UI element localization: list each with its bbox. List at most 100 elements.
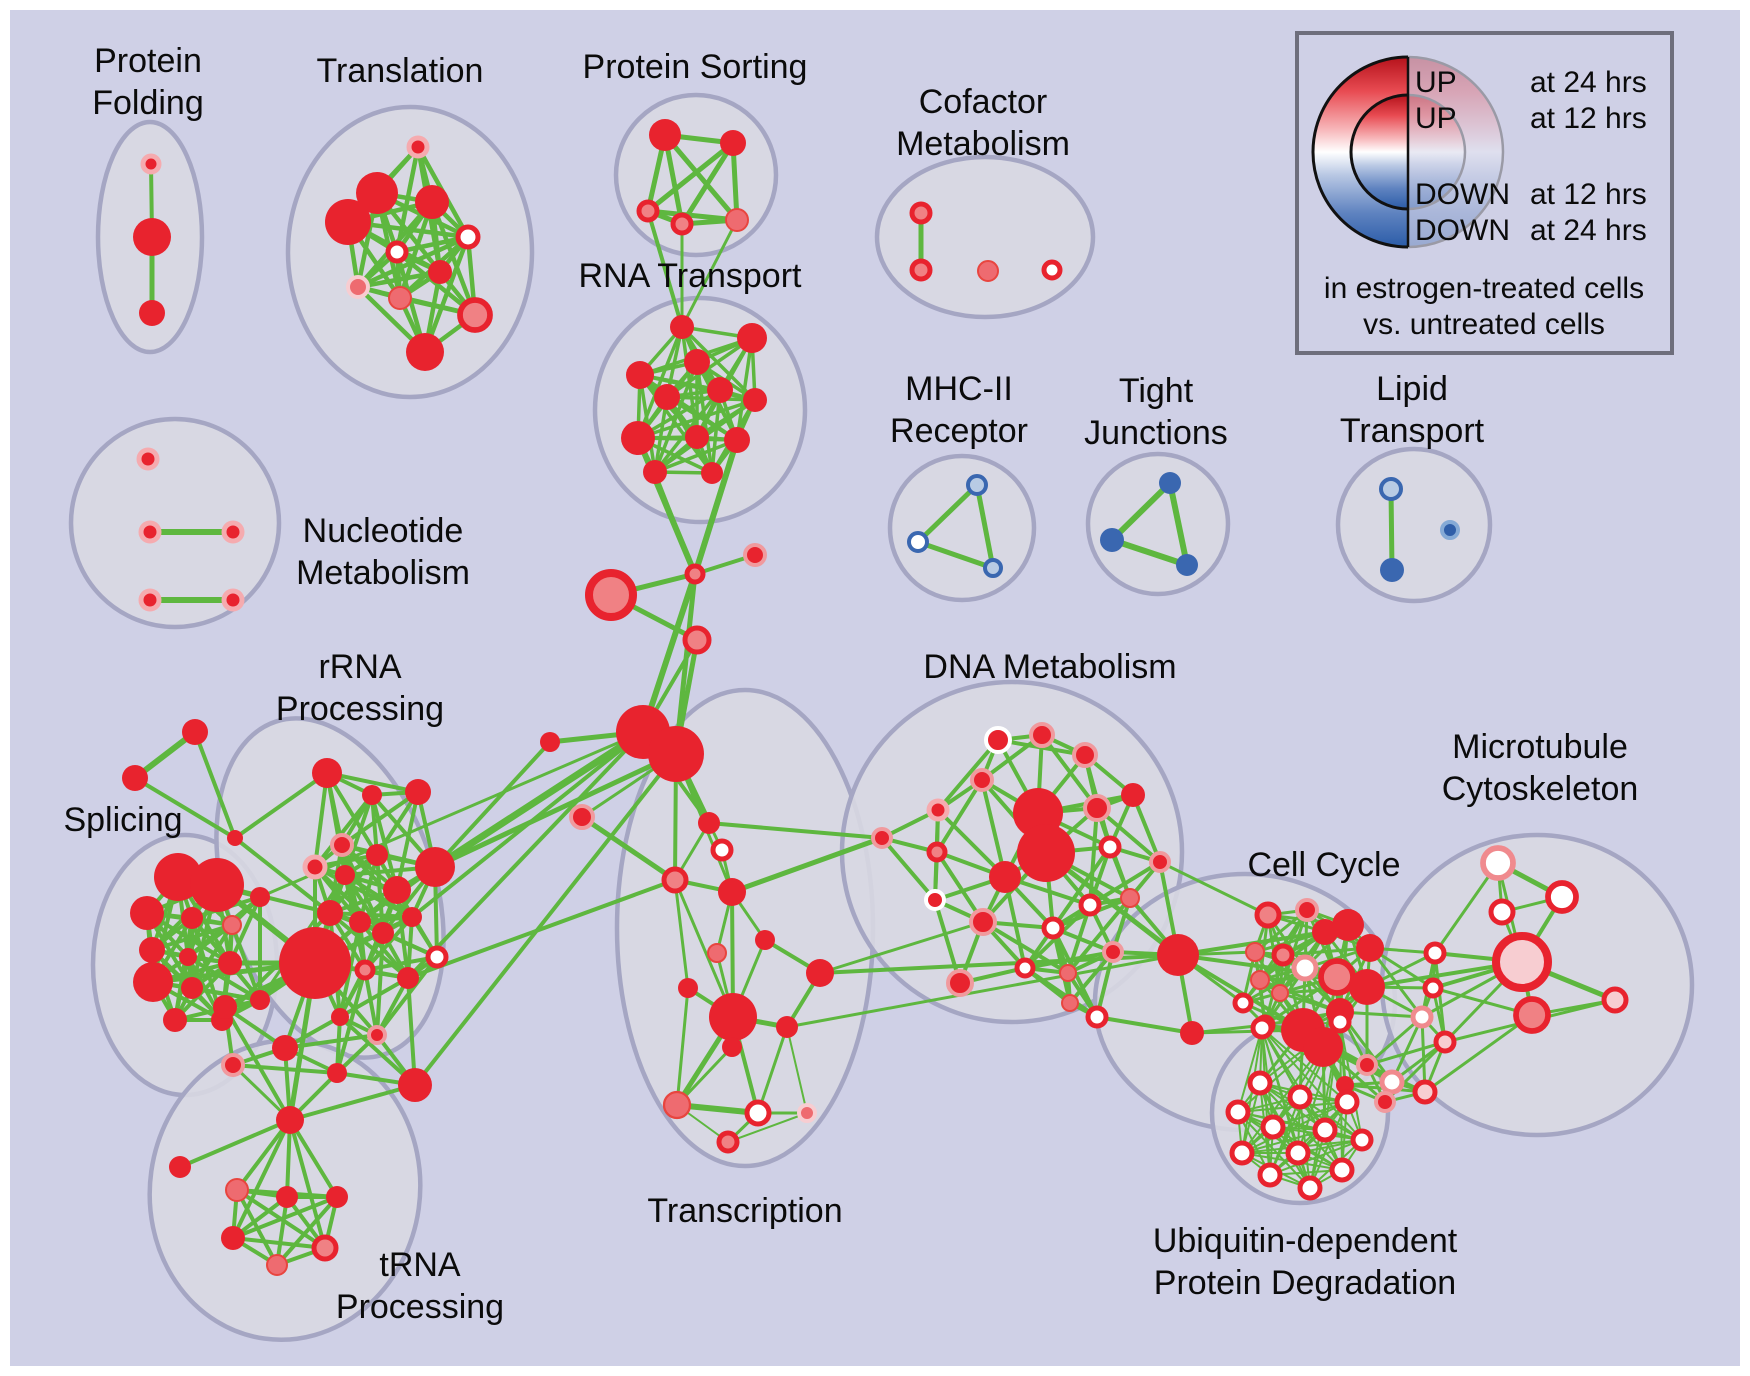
network-node-nm2	[138, 520, 162, 544]
network-node-tj3	[1176, 554, 1198, 576]
cluster-label-rna-transport: RNA Transport	[579, 257, 803, 295]
network-edge	[645, 208, 740, 223]
cluster-label-ubiquitin-degradation: Ubiquitin-dependent	[1153, 1222, 1458, 1260]
network-node-ub10	[1229, 1140, 1255, 1166]
legend-up-24-dir: UP	[1415, 66, 1457, 99]
network-node-tx12	[662, 1090, 692, 1120]
network-edge	[665, 336, 754, 399]
network-edge	[338, 976, 410, 1019]
legend-up-24-time: at 24 hrs	[1530, 66, 1647, 99]
network-node-tri1	[182, 719, 208, 745]
network-node-dna10	[989, 861, 1021, 893]
network-edge	[785, 953, 1180, 1029]
cluster-label-rrna-processing: Processing	[276, 690, 444, 728]
network-node-sp12	[163, 1008, 187, 1032]
network-edge	[1095, 1015, 1194, 1035]
network-node-cc1	[1254, 901, 1282, 929]
cluster-label-lipid-transport: Lipid	[1376, 370, 1448, 408]
network-node-rr18	[213, 995, 237, 1019]
network-edge	[680, 218, 739, 329]
network-node-mt2	[1545, 880, 1579, 914]
network-node-ub4	[1287, 1084, 1313, 1110]
network-node-tx9	[709, 993, 757, 1041]
cluster-label-mhc-ii-receptor: MHC-II	[905, 370, 1013, 408]
network-edge	[933, 898, 962, 985]
legend: UP at 24 hrs UP at 12 hrs DOWN at 12 hrs…	[1295, 31, 1674, 355]
network-node-pf2	[133, 218, 171, 256]
network-edge	[275, 1195, 289, 1267]
network-edge	[363, 968, 379, 1037]
network-node-ub8	[1312, 1117, 1338, 1143]
cluster-label-protein-sorting: Protein Sorting	[583, 48, 808, 86]
network-node-cc5	[1356, 934, 1384, 962]
network-edge	[1051, 845, 1112, 930]
network-node-cc8	[1291, 954, 1319, 982]
network-edge	[355, 234, 471, 290]
network-edge	[1261, 1027, 1348, 1103]
network-node-cc26	[1412, 1079, 1438, 1105]
network-node-rr9	[415, 847, 455, 887]
network-edge	[980, 778, 1007, 879]
network-edge	[413, 752, 678, 1087]
network-node-rr25	[367, 1025, 387, 1045]
cluster-label-mhc-ii-receptor: Receptor	[890, 412, 1028, 450]
network-node-rr21	[327, 1063, 347, 1083]
network-node-nm4	[138, 588, 162, 612]
network-edge	[406, 878, 677, 980]
network-node-ub12	[1257, 1162, 1283, 1188]
network-node-pf1	[140, 153, 162, 175]
network-node-rt7	[743, 388, 767, 412]
network-edge	[410, 730, 645, 919]
network-edge	[133, 776, 237, 840]
cluster-ellipse-cofactor-metabolism	[874, 154, 1096, 320]
network-node-rt4	[626, 361, 654, 389]
network-edge	[935, 778, 984, 854]
cluster-label-trna-processing: Processing	[336, 1288, 504, 1326]
network-node-hubL	[540, 732, 560, 752]
network-edge	[406, 976, 417, 1087]
network-node-rr19	[221, 1053, 245, 1077]
network-edge	[313, 771, 329, 869]
network-node-rr13	[402, 907, 422, 927]
legend-down-24-dir: DOWN	[1415, 214, 1510, 247]
network-node-tl1	[406, 135, 430, 159]
network-node-ub6	[1225, 1099, 1251, 1125]
network-edge	[1365, 1015, 1424, 1067]
network-node-ps1	[649, 119, 681, 151]
network-node-rr11	[349, 911, 371, 933]
network-node-cc23	[1410, 1005, 1434, 1029]
network-edge	[235, 1118, 292, 1192]
network-node-rt10	[724, 427, 750, 453]
cluster-label-microtubule-cytoskeleton: Cytoskeleton	[1442, 770, 1639, 808]
network-node-tx1	[698, 812, 720, 834]
legend-down-12-time: at 12 hrs	[1530, 178, 1647, 211]
network-node-rt1	[670, 315, 694, 339]
network-node-tx8	[806, 959, 834, 987]
network-node-tn5	[326, 1186, 348, 1208]
network-nodes-layer	[122, 119, 1629, 1276]
network-node-tn8	[266, 1254, 288, 1276]
network-edge	[915, 482, 980, 545]
network-node-dna12	[926, 841, 948, 863]
network-edge	[231, 1236, 327, 1250]
network-edge	[653, 438, 739, 474]
cluster-label-rrna-processing: rRNA	[318, 648, 401, 686]
network-node-tl11	[406, 333, 444, 371]
network-node-dna19	[1041, 916, 1065, 940]
network-edge	[395, 790, 420, 892]
network-node-dna17	[1078, 893, 1102, 917]
network-node-tj1	[1159, 472, 1181, 494]
network-edge	[818, 920, 985, 975]
network-node-tn1	[276, 1106, 304, 1134]
network-edge	[328, 911, 410, 980]
network-edge	[673, 878, 735, 1019]
network-node-rt8	[621, 421, 655, 455]
network-edge	[675, 986, 690, 1107]
network-node-rr10	[317, 900, 343, 926]
network-node-tx7	[678, 978, 698, 998]
cluster-label-tight-junctions: Tight	[1119, 372, 1194, 410]
network-edge	[288, 1083, 417, 1122]
network-node-dna16	[969, 908, 997, 936]
network-node-tx14	[797, 1103, 817, 1123]
network-node-sp5	[222, 915, 242, 935]
